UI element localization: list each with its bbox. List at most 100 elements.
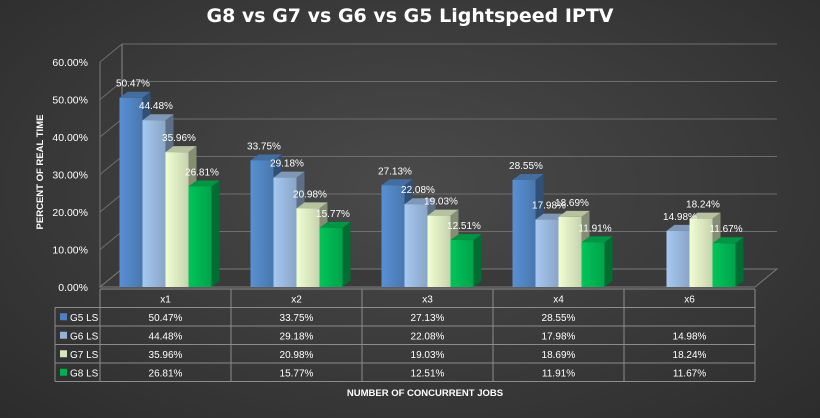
table-cell: 20.98% — [280, 350, 314, 361]
bars — [119, 91, 744, 287]
bar-top — [296, 202, 328, 209]
legend-label: G7 LS — [70, 350, 99, 361]
legend-swatch — [60, 331, 67, 339]
bar-front — [296, 208, 320, 287]
table-cell: 12.51% — [411, 368, 445, 379]
table-cell: 14.98% — [673, 331, 707, 342]
table-cell: 35.96% — [149, 350, 183, 361]
data-label: 28.55% — [509, 161, 543, 172]
category-label: x2 — [291, 294, 302, 305]
data-label: 14.98% — [663, 212, 697, 223]
bar-top — [427, 209, 459, 216]
bar-front — [142, 120, 166, 287]
table-cell: 44.48% — [149, 331, 183, 342]
gridline-side — [99, 118, 123, 138]
bar-front — [250, 160, 274, 287]
category-label: x4 — [553, 294, 564, 305]
bar-top — [512, 173, 544, 180]
bar-top — [689, 212, 721, 219]
bar-side — [342, 221, 351, 287]
category-label: x6 — [684, 294, 695, 305]
bar-front — [381, 185, 405, 287]
chart-title: G8 vs G7 vs G6 vs G5 Lightspeed IPTV — [206, 5, 613, 27]
table-cell: 15.77% — [280, 368, 314, 379]
table-cell: 28.55% — [542, 313, 576, 324]
legend-swatch — [60, 350, 67, 358]
bar-front — [535, 219, 559, 287]
y-tick-label: 30.00% — [52, 170, 88, 182]
legend-label: G8 LS — [70, 368, 99, 379]
gridline-side — [99, 43, 123, 63]
bar-top — [450, 234, 482, 241]
y-axis-title: PERCENT OF REAL TIME — [35, 115, 46, 230]
bar-front — [188, 186, 212, 287]
bar-top — [119, 91, 151, 98]
bar-side — [735, 237, 744, 287]
data-label: 44.48% — [139, 101, 173, 112]
data-label: 20.98% — [293, 189, 327, 200]
table-cell: 11.67% — [673, 368, 706, 379]
data-labels: 50.47% 44.48% 35.96% 26.81% 33.75% 29.18% 20.9… — [116, 79, 743, 236]
data-label: 11.67% — [709, 224, 742, 235]
bar-g8-ls-x4 — [581, 236, 613, 287]
y-tick-label: 0.00% — [58, 282, 88, 294]
bar-front — [427, 215, 451, 287]
data-label: 22.08% — [401, 185, 435, 196]
table-cell: 11.91% — [542, 368, 575, 379]
data-label: 33.75% — [247, 141, 281, 152]
data-table: x1 x2 x3 x4 x6 G5 LS 50.47% 33.75% 27.13% 28.55% G… — [54, 288, 756, 382]
table-cell: 18.24% — [673, 350, 707, 361]
y-tick-label: 40.00% — [52, 132, 88, 144]
bar-top — [712, 237, 744, 244]
bar-front — [712, 243, 736, 287]
gridline-side — [99, 81, 123, 100]
table-cell: 26.81% — [149, 368, 183, 379]
bar-top — [250, 154, 282, 161]
bar-front — [581, 242, 605, 287]
data-label: 11.91% — [578, 223, 611, 234]
data-label: 12.51% — [447, 221, 481, 232]
gridline-side — [99, 156, 123, 175]
table-cell: 17.98% — [542, 331, 576, 342]
table-cell: 29.18% — [280, 331, 314, 342]
table-cell: 19.03% — [411, 350, 445, 361]
bar-front — [273, 177, 297, 287]
bar-front — [119, 97, 143, 287]
data-label: 19.03% — [424, 197, 458, 208]
bar-front — [512, 179, 536, 287]
table-cell: 33.75% — [280, 313, 314, 324]
y-tick-label: 50.00% — [52, 95, 88, 107]
data-label: 17.98% — [532, 201, 566, 212]
legend-label: G6 LS — [70, 331, 99, 342]
bar-g8-ls-x3 — [450, 234, 482, 287]
bar-top — [404, 198, 436, 205]
bar-top — [273, 171, 305, 178]
bar-g8-ls-x1 — [188, 180, 220, 287]
legend-label: G5 LS — [70, 313, 99, 324]
data-label: 27.13% — [378, 166, 412, 177]
table-cell: 50.47% — [149, 313, 183, 324]
bar-top — [581, 236, 613, 243]
bar-front — [450, 240, 474, 287]
bar-side — [211, 180, 220, 287]
legend-swatch — [60, 313, 67, 321]
bar-front — [319, 227, 343, 287]
bar-front — [689, 218, 713, 287]
table-cell: 22.08% — [411, 331, 445, 342]
table-cell: 18.69% — [542, 350, 576, 361]
data-label: 50.47% — [116, 79, 150, 90]
bar-g8-ls-x2 — [319, 221, 351, 287]
y-tick-label: 20.00% — [52, 207, 88, 219]
bar-front — [666, 230, 690, 287]
table-cell: 27.13% — [411, 313, 445, 324]
bar-front — [404, 204, 428, 287]
data-label: 35.96% — [162, 133, 196, 144]
bar-front — [165, 152, 189, 287]
data-label: 15.77% — [316, 209, 350, 220]
x-axis-title: NUMBER OF CONCURRENT JOBS — [347, 388, 503, 399]
legend-swatch — [60, 368, 67, 376]
data-label: 18.24% — [686, 200, 720, 211]
category-label: x3 — [422, 294, 433, 305]
y-tick-label: 10.00% — [52, 245, 88, 257]
